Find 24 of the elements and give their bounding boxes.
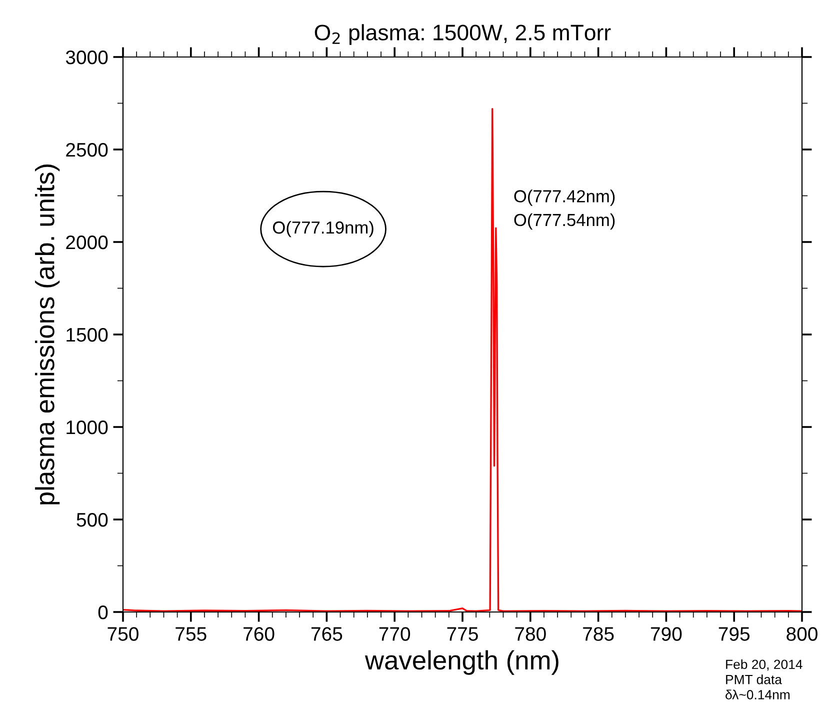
x-tick-label: 760 [244, 627, 274, 641]
x-tick-label: 770 [379, 627, 410, 641]
x-tick-label: 750 [108, 627, 138, 641]
y-tick-label: 2000 [66, 235, 108, 250]
chart-title: O$_{2}$ plasma: 1500W, 2.5 mTorr [314, 24, 611, 45]
x-tick-label: 790 [650, 627, 682, 641]
x-tick-label: 755 [176, 627, 206, 641]
x-tick-label: 800 [786, 627, 818, 641]
x-tick-label: 785 [583, 627, 614, 641]
text: Feb 20, 2014 PMT data δλ~0.14nm [726, 659, 802, 700]
y-tick-label: 500 [76, 512, 108, 527]
x-tick-label: 780 [515, 627, 546, 641]
annotation: O(777.19nm) [272, 220, 374, 238]
x-tick-label: 795 [718, 627, 750, 641]
y-tick-label: 1000 [66, 420, 108, 434]
x-axis-title: wavelength (nm) [364, 650, 558, 675]
y-tick-label: 2500 [66, 142, 108, 157]
x-tick-label: 775 [447, 627, 478, 641]
y-tick-label: 0 [98, 605, 108, 620]
y-axis-title: plasma emissions (arb. units) [35, 164, 60, 504]
x-tick-label: 765 [311, 627, 342, 641]
y-tick-label: 3000 [66, 50, 108, 64]
annotation: O(777.42nm) O(777.54nm) [514, 190, 615, 230]
y-tick-label: 1500 [66, 328, 108, 342]
